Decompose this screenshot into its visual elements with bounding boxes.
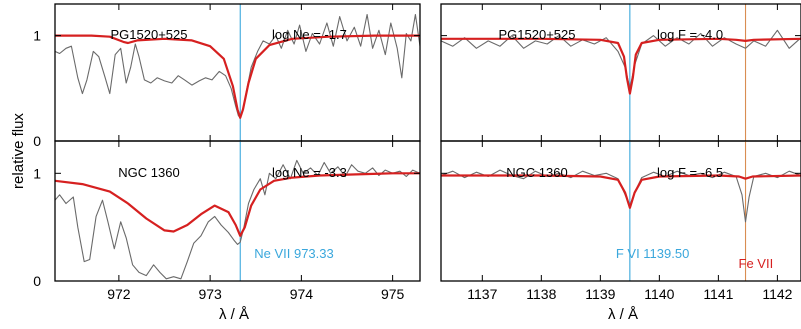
x-tick-label: 1137 (467, 286, 497, 302)
star-name: NGC 1360 (506, 165, 567, 180)
abundance-label: log F = -6.5 (657, 165, 723, 180)
model-spectrum (55, 172, 420, 237)
x-tick-label: 1139 (585, 286, 615, 302)
panel-left-bottom: 0 1 972 973 974 975 NGC 1360 log Ne = -3.3 Ne VI… (33, 140, 421, 302)
y-tick-label: 0 (33, 273, 41, 289)
y-tick-label: 1 (33, 28, 41, 44)
panel-frame (440, 3, 801, 142)
star-name: NGC 1360 (118, 165, 179, 180)
x-tick-label: 1138 (526, 286, 556, 302)
observed-spectrum (55, 159, 420, 280)
line-annotation: Ne VII 973.33 (254, 246, 333, 261)
panel-frame (440, 140, 801, 282)
y-tick-label: 0 (33, 133, 41, 149)
panel-frame (54, 140, 421, 282)
y-tick-label: 1 (33, 165, 41, 181)
x-tick-label: 975 (381, 286, 405, 302)
x-tick-label: 974 (290, 286, 314, 302)
panel-left-top: 0 1 PG1520+525 log Ne = -1.7 (33, 3, 421, 149)
x-tick-label: 1141 (703, 286, 733, 302)
line-annotation: F VI 1139.50 (616, 246, 689, 261)
x-axis-label-left: λ / Å (219, 306, 249, 323)
y-axis-label: relative flux (10, 113, 27, 189)
star-name: PG1520+525 (499, 27, 576, 42)
panel-right-bottom: 1137 1138 1139 1140 1141 1142 NGC 1360 log F = … (440, 140, 801, 302)
abundance-label: log Ne = -3.3 (272, 165, 347, 180)
x-tick-label: 1140 (644, 286, 674, 302)
x-tick-label: 972 (107, 286, 131, 302)
star-name: PG1520+525 (111, 27, 188, 42)
panel-right-top: PG1520+525 log F = -4.0 (440, 3, 801, 142)
abundance-label: log F = -4.0 (657, 27, 723, 42)
model-spectrum (441, 174, 801, 209)
model-spectrum (441, 37, 801, 95)
x-axis-label-right: λ / Å (608, 306, 638, 323)
x-tick-label: 1142 (762, 286, 792, 302)
abundance-label: log Ne = -1.7 (272, 27, 347, 42)
line-annotation-fe: Fe VII (739, 256, 774, 271)
model-spectrum (55, 34, 420, 119)
x-tick-label: 973 (198, 286, 222, 302)
